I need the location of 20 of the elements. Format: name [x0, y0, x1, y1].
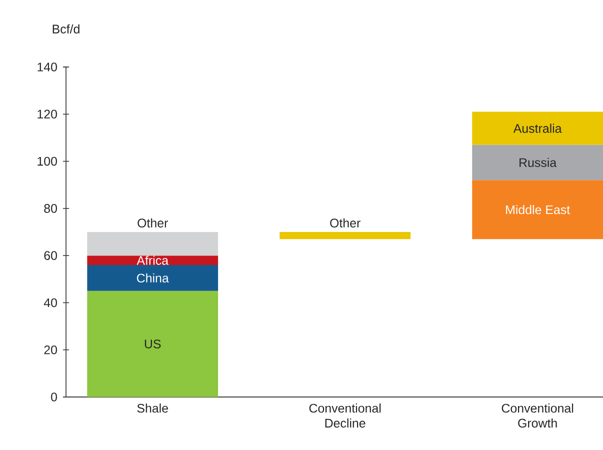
y-tick-label: 20 [44, 345, 57, 354]
series-label: China [136, 273, 169, 283]
y-tick-label: 60 [44, 251, 57, 260]
x-tick-label: Conventional Decline [309, 404, 381, 428]
y-tick-label: 40 [44, 298, 57, 308]
y-axis-title: Bcf/d [52, 24, 80, 34]
series-label: Australia [513, 124, 562, 133]
y-tick-label: 120 [38, 110, 57, 119]
series-label: Other [138, 218, 168, 228]
y-tick-label: 140 [38, 62, 57, 72]
series-label: Middle East [506, 205, 570, 214]
y-tick-label: 100 [38, 156, 57, 166]
series-label: Other [330, 218, 360, 228]
x-tick-label: Conventional Growth [502, 404, 574, 428]
y-tick-label: 0 [51, 392, 57, 402]
series-label: Russia [520, 158, 557, 168]
series-label: US [144, 340, 161, 348]
series-label: Africa [136, 256, 169, 265]
x-tick-label: Shale [137, 404, 168, 413]
y-tick-label: 80 [44, 204, 57, 213]
